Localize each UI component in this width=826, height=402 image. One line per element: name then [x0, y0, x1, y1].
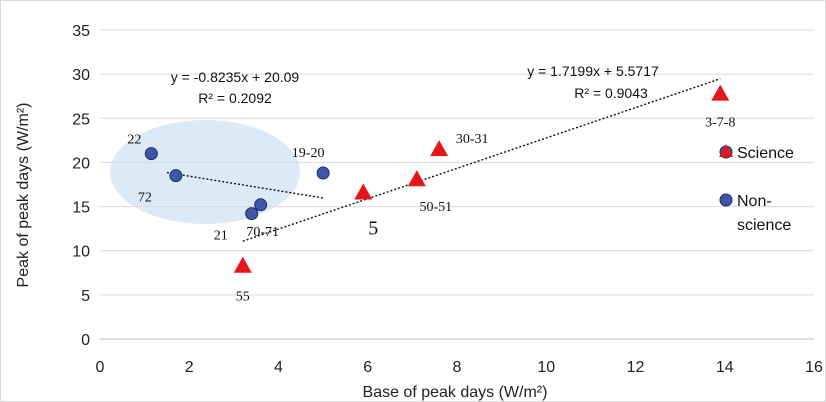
point-nonscience-72	[169, 169, 183, 183]
x-tick-label-10: 10	[537, 359, 555, 376]
cluster-ellipse	[110, 120, 300, 224]
grid	[100, 29, 814, 340]
y-tick-label-15: 15	[72, 200, 90, 217]
trendline-r2-nonscience: R² = 0.2092	[198, 90, 272, 106]
point-label-5: 5	[368, 217, 378, 239]
y-tick-label-25: 25	[72, 111, 90, 128]
trendlines	[166, 78, 721, 242]
point-science-3-7-8	[711, 84, 730, 101]
x-tick-label-2: 2	[185, 359, 194, 376]
legend-science-label: Science	[737, 145, 794, 162]
point-label-19-20: 19-20	[292, 146, 325, 161]
legend-science-triangle	[719, 144, 733, 157]
legend-nonscience-marker	[719, 193, 733, 207]
legend-nonscience-label-line1: Non-	[737, 193, 772, 210]
point-label-30-31: 30-31	[456, 132, 489, 147]
x-tick-label-12: 12	[627, 359, 645, 376]
legend-nonscience-label-line2: science	[737, 217, 791, 234]
y-tick-label-20: 20	[72, 155, 90, 172]
point-nonscience-21	[245, 207, 259, 221]
point-label-21: 21	[214, 229, 228, 244]
x-tick-label-8: 8	[453, 359, 462, 376]
point-label-55: 55	[236, 290, 250, 305]
point-nonscience-22	[144, 147, 158, 161]
point-nonscience-19-20	[316, 166, 330, 180]
trendline-science	[242, 78, 721, 242]
data-points	[144, 84, 730, 273]
point-nonscience-70-71	[254, 198, 268, 212]
legend-science-marker	[719, 144, 733, 159]
y-tick-label-0: 0	[81, 332, 90, 349]
x-tick-label-16: 16	[805, 359, 823, 376]
trendline-equation-nonscience: y = -0.8235x + 20.09	[171, 69, 300, 85]
trendline-equation-science: y = 1.7199x + 5.5717	[527, 63, 659, 79]
x-tick-label-0: 0	[96, 359, 105, 376]
y-tick-label-5: 5	[81, 288, 90, 305]
point-science-50-51	[407, 170, 426, 187]
x-tick-label-6: 6	[363, 359, 372, 376]
point-label-72: 72	[138, 191, 152, 206]
y-tick-label-30: 30	[72, 67, 90, 84]
point-science-5	[354, 183, 373, 200]
point-label-50-51: 50-51	[420, 200, 453, 215]
legend: Science Non- science	[719, 144, 794, 234]
y-axis-title: Peak of peak days (W/m²)	[15, 103, 32, 288]
x-tick-label-4: 4	[274, 359, 283, 376]
point-label-22: 22	[127, 133, 141, 148]
tick-labels: 0 5 10 15 20 25 30 35 0 2 4 6 8 10 12 14 16	[72, 23, 823, 376]
x-axis-title: Base of peak days (W/m²)	[363, 384, 548, 401]
x-tick-label-14: 14	[716, 359, 734, 376]
trendline-r2-science: R² = 0.9043	[574, 85, 648, 101]
point-science-55	[233, 256, 252, 273]
point-science-30-31	[430, 140, 449, 157]
y-tick-label-35: 35	[72, 23, 90, 40]
point-label-3-7-8: 3-7-8	[705, 116, 735, 131]
y-tick-label-10: 10	[72, 244, 90, 261]
point-label-70-71: 70-71	[246, 225, 279, 240]
